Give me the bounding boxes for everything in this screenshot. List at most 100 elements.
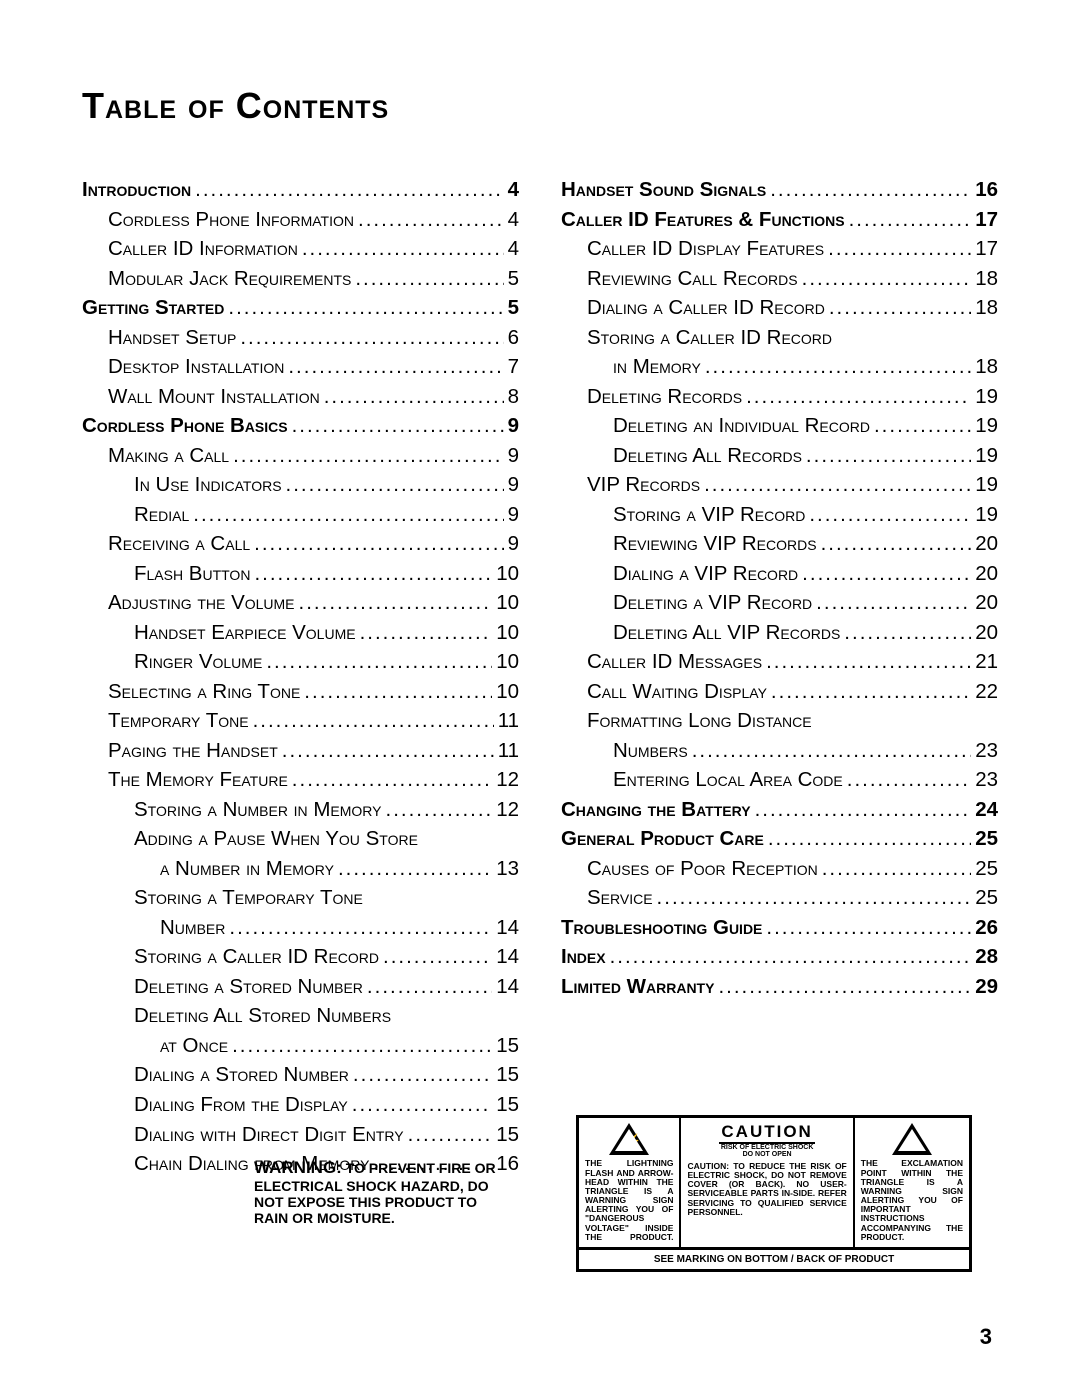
toc-label: Limited Warranty bbox=[561, 972, 714, 1002]
toc-label: Redial bbox=[134, 500, 189, 530]
toc-leader: ........................................… bbox=[193, 500, 503, 530]
toc-entry: Handset Earpiece Volume ................… bbox=[82, 618, 519, 648]
toc-page: 7 bbox=[508, 352, 519, 382]
toc-label: Entering Local Area Code bbox=[613, 765, 843, 795]
toc-leader: ........................................… bbox=[253, 706, 494, 736]
toc-page: 8 bbox=[508, 382, 519, 412]
toc-leader: ........................................… bbox=[358, 205, 504, 235]
toc-page: 4 bbox=[508, 175, 519, 205]
toc-leader: ........................................… bbox=[233, 441, 504, 471]
toc-page: 9 bbox=[508, 470, 519, 500]
page-title: Table of Contents bbox=[82, 85, 998, 127]
toc-page: 25 bbox=[975, 883, 998, 913]
toc-label: at Once bbox=[160, 1031, 228, 1061]
toc-page: 20 bbox=[975, 529, 998, 559]
toc-label: Getting Started bbox=[82, 293, 224, 323]
toc-entry: Dialing a Caller ID Record .............… bbox=[561, 293, 998, 323]
toc-page: 15 bbox=[496, 1120, 519, 1150]
toc-label: Storing a Number in Memory bbox=[134, 795, 382, 825]
toc-label: Index bbox=[561, 942, 606, 972]
caution-box: ⚡ THE LIGHTNING FLASH AND ARROW-HEAD WIT… bbox=[576, 1115, 972, 1272]
toc-leader: ........................................… bbox=[770, 175, 971, 205]
toc-page: 12 bbox=[496, 765, 519, 795]
toc-leader: ........................................… bbox=[829, 293, 971, 323]
toc-page: 20 bbox=[975, 618, 998, 648]
caution-left-text: THE LIGHTNING FLASH AND ARROW-HEAD WITHI… bbox=[585, 1159, 673, 1242]
toc-page: 22 bbox=[975, 677, 998, 707]
toc-entry: Call Waiting Display ...................… bbox=[561, 677, 998, 707]
exclamation-icon: ! bbox=[892, 1123, 932, 1155]
toc-leader: ........................................… bbox=[874, 411, 971, 441]
warning-lead: WARNING: bbox=[254, 1158, 342, 1177]
toc-entry: Number .................................… bbox=[82, 913, 519, 943]
toc-leader: ........................................… bbox=[286, 470, 504, 500]
toc-entry: Paging the Handset .....................… bbox=[82, 736, 519, 766]
toc-entry: in Memory ..............................… bbox=[561, 352, 998, 382]
toc-page: 28 bbox=[975, 942, 998, 972]
toc-leader: ........................................… bbox=[766, 913, 971, 943]
toc-page: 14 bbox=[496, 972, 519, 1002]
toc-page: 18 bbox=[975, 352, 998, 382]
toc-page: 5 bbox=[508, 264, 519, 294]
toc-leader: ........................................… bbox=[266, 647, 492, 677]
toc-column-right: Handset Sound Signals ..................… bbox=[561, 175, 998, 1179]
toc-leader: ........................................… bbox=[802, 264, 972, 294]
toc-entry: Deleting a Stored Number ...............… bbox=[82, 972, 519, 1002]
toc-entry: Handset Setup ..........................… bbox=[82, 323, 519, 353]
toc-leader: ........................................… bbox=[809, 500, 971, 530]
toc-entry: Cordless Phone Information .............… bbox=[82, 205, 519, 235]
toc-label: Dialing a Stored Number bbox=[134, 1060, 349, 1090]
toc-label: Reviewing VIP Records bbox=[613, 529, 817, 559]
toc-label: Modular Jack Requirements bbox=[108, 264, 351, 294]
toc-entry: Caller ID Information ..................… bbox=[82, 234, 519, 264]
toc-label: Ringer Volume bbox=[134, 647, 262, 677]
lightning-icon: ⚡ bbox=[609, 1123, 649, 1155]
toc-label: In Use Indicators bbox=[134, 470, 282, 500]
toc-label: Caller ID Messages bbox=[587, 647, 762, 677]
toc-page: 19 bbox=[975, 470, 998, 500]
toc-entry: Caller ID Display Features .............… bbox=[561, 234, 998, 264]
toc-entry: Formatting Long Distance bbox=[561, 706, 998, 736]
caution-bottom: SEE MARKING ON BOTTOM / BACK OF PRODUCT bbox=[579, 1250, 969, 1269]
toc-leader: ........................................… bbox=[355, 264, 503, 294]
toc-leader: ........................................… bbox=[718, 972, 971, 1002]
caution-mid-text: CAUTION: TO REDUCE THE RISK OF ELECTRIC … bbox=[687, 1162, 846, 1217]
toc-leader: ........................................… bbox=[705, 352, 971, 382]
toc-leader: ........................................… bbox=[806, 441, 971, 471]
toc-leader: ........................................… bbox=[352, 1090, 492, 1120]
toc-entry: Reviewing VIP Records ..................… bbox=[561, 529, 998, 559]
toc-entry: Flash Button ...........................… bbox=[82, 559, 519, 589]
toc-page: 13 bbox=[496, 854, 519, 884]
toc-page: 19 bbox=[975, 441, 998, 471]
toc-leader: ........................................… bbox=[844, 618, 971, 648]
toc-entry: Dialing From the Display ...............… bbox=[82, 1090, 519, 1120]
toc-label: Deleting a VIP Record bbox=[613, 588, 812, 618]
toc-entry: Deleting All Stored Numbers bbox=[82, 1001, 519, 1031]
toc-label: Causes of Poor Reception bbox=[587, 854, 818, 884]
caution-right-cell: ! THE EXCLAMATION POINT WITHIN THE TRIAN… bbox=[855, 1118, 969, 1247]
toc-label: Paging the Handset bbox=[108, 736, 278, 766]
toc-entry: at Once ................................… bbox=[82, 1031, 519, 1061]
toc-label: Dialing a Caller ID Record bbox=[587, 293, 825, 323]
toc-page: 25 bbox=[975, 824, 998, 854]
toc-leader: ........................................… bbox=[195, 175, 503, 205]
toc-leader: ........................................… bbox=[383, 942, 492, 972]
toc-label: in Memory bbox=[613, 352, 701, 382]
toc-label: Caller ID Features & Functions bbox=[561, 205, 845, 235]
toc-entry: Desktop Installation ...................… bbox=[82, 352, 519, 382]
toc-leader: ........................................… bbox=[822, 854, 971, 884]
toc-page: 15 bbox=[496, 1090, 519, 1120]
toc-entry: Dialing a Stored Number ................… bbox=[82, 1060, 519, 1090]
toc-entry: Receiving a Call .......................… bbox=[82, 529, 519, 559]
toc-label: Changing the Battery bbox=[561, 795, 751, 825]
toc-leader: ........................................… bbox=[828, 234, 971, 264]
toc-leader: ........................................… bbox=[292, 765, 492, 795]
toc-page: 26 bbox=[975, 913, 998, 943]
toc-entry: Getting Started ........................… bbox=[82, 293, 519, 323]
toc-label: The Memory Feature bbox=[108, 765, 288, 795]
toc-label: Selecting a Ring Tone bbox=[108, 677, 300, 707]
toc-entry: The Memory Feature .....................… bbox=[82, 765, 519, 795]
toc-leader: ........................................… bbox=[240, 323, 503, 353]
toc-entry: Storing a Caller ID Record .............… bbox=[82, 942, 519, 972]
toc-entry: Dialing with Direct Digit Entry ........… bbox=[82, 1120, 519, 1150]
